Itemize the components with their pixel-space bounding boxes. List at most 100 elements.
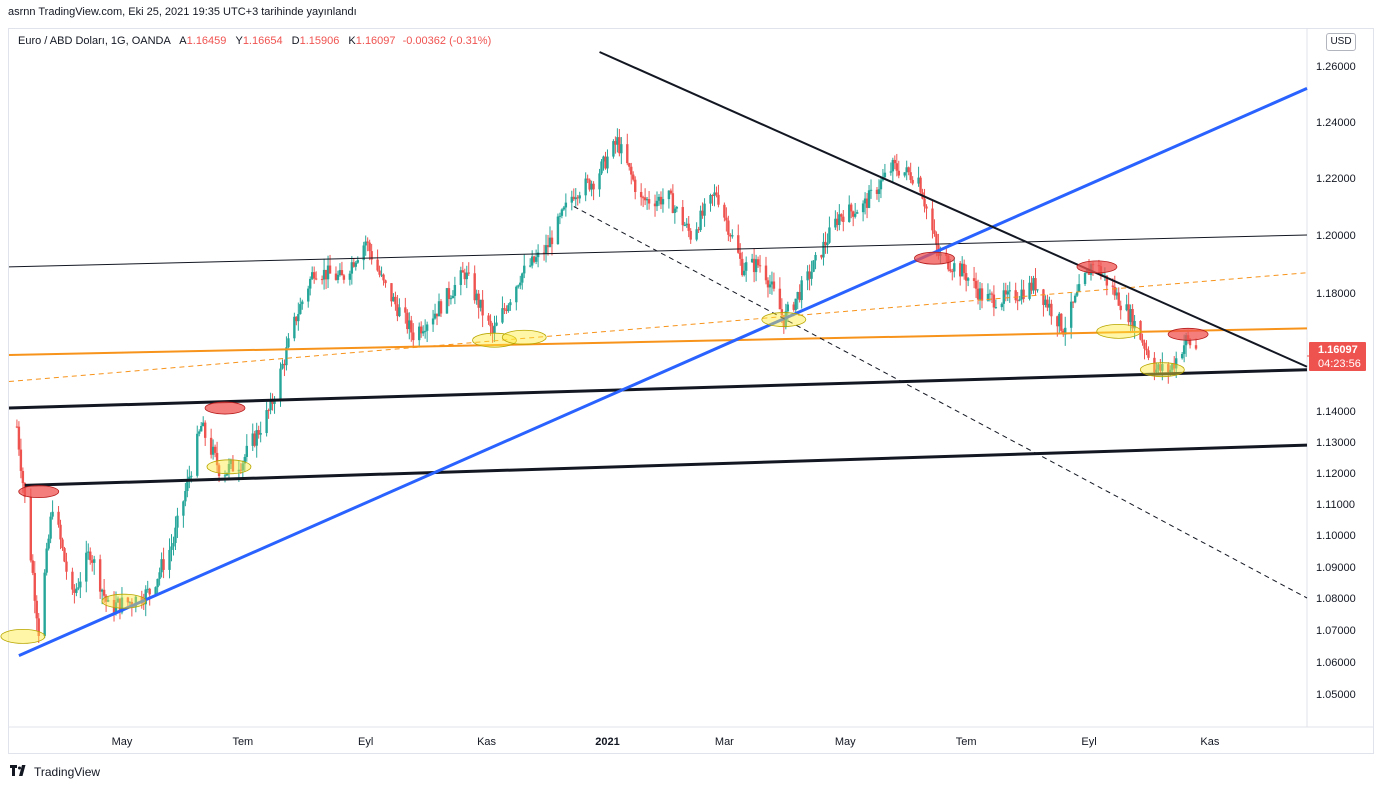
candle-body <box>73 589 76 593</box>
candle-body <box>974 280 978 289</box>
x-tick-label: Kas <box>1200 736 1219 748</box>
candle-body <box>911 179 914 184</box>
candle-body <box>144 589 147 605</box>
blue-uptrend[interactable] <box>18 87 1308 657</box>
close-value: 1.16097 <box>355 35 396 47</box>
chart-frame[interactable] <box>8 28 1374 754</box>
candle-body <box>659 196 663 205</box>
candle-body <box>439 301 443 314</box>
support-highlight-ellipse[interactable] <box>206 459 252 475</box>
candle-body <box>419 326 423 334</box>
candle-body <box>209 437 213 455</box>
candle-body <box>949 269 952 272</box>
candle-body <box>600 161 603 174</box>
candle-body <box>739 252 742 259</box>
candle-body <box>842 216 845 222</box>
candle-body <box>1182 345 1186 354</box>
candle-body <box>259 433 262 435</box>
candle-body <box>1002 290 1006 304</box>
resistance-highlight-ellipse[interactable] <box>914 251 955 265</box>
orange-channel-line[interactable] <box>8 327 1308 356</box>
candle-body <box>366 241 369 243</box>
candle-body <box>1000 303 1004 308</box>
candle-body <box>198 431 201 434</box>
candle-body <box>45 548 48 573</box>
candle-body <box>744 262 748 271</box>
symbol-label[interactable]: Euro / ABD Doları, 1G, OANDA <box>18 35 171 47</box>
candle-body <box>1006 291 1009 295</box>
candle-body <box>128 601 132 603</box>
candle-body <box>475 293 478 301</box>
orange-dashed-line[interactable] <box>8 272 1308 382</box>
candle-body <box>848 204 851 222</box>
support-highlight-ellipse[interactable] <box>0 629 46 644</box>
candle-body <box>245 445 249 457</box>
candle-body <box>994 307 998 309</box>
candle-body <box>1060 313 1063 331</box>
candle-body <box>737 235 740 253</box>
candle-body <box>661 199 665 205</box>
candle-body <box>754 259 758 273</box>
candle-body <box>378 270 381 275</box>
candle-body <box>501 308 504 323</box>
black-dashed-down[interactable] <box>573 206 1308 599</box>
support-highlight-ellipse[interactable] <box>101 593 147 609</box>
candle-body <box>1113 286 1116 296</box>
candle-body <box>503 308 506 310</box>
candle-body <box>1073 295 1077 303</box>
candle-body <box>960 263 964 277</box>
candle-body <box>1030 282 1033 291</box>
candle-body <box>120 597 124 613</box>
candle-body <box>348 273 352 280</box>
candle-body <box>752 258 756 273</box>
candle-body <box>239 469 243 471</box>
candle-body <box>368 242 371 252</box>
black-support-2[interactable] <box>24 443 1308 487</box>
candle-body <box>729 234 732 237</box>
candle-body <box>1004 290 1007 295</box>
currency-button[interactable]: USD <box>1326 33 1356 51</box>
candle-body <box>548 237 552 248</box>
candle-body <box>616 137 619 145</box>
candle-body <box>281 363 284 369</box>
candle-body <box>116 598 120 603</box>
resistance-highlight-ellipse[interactable] <box>1167 327 1209 341</box>
candle-body <box>301 301 304 305</box>
support-highlight-ellipse[interactable] <box>501 329 547 345</box>
tradingview-brand-label[interactable]: TradingView <box>34 765 101 779</box>
candle-body <box>891 159 895 172</box>
candle-body <box>618 137 621 154</box>
candle-body <box>126 597 130 603</box>
support-highlight-ellipse[interactable] <box>472 332 517 348</box>
candle-body <box>1153 357 1156 373</box>
candle-body <box>491 326 494 334</box>
candle-body <box>299 304 302 315</box>
candle-body <box>725 217 728 221</box>
change-value: -0.00362 (-0.31%) <box>402 35 492 47</box>
candle-body <box>505 309 508 312</box>
support-highlight-ellipse[interactable] <box>1096 323 1142 339</box>
candle-body <box>1058 313 1061 327</box>
candle-body <box>364 241 367 246</box>
candles-group <box>15 128 1198 644</box>
close-label: K <box>348 35 356 47</box>
resistance-highlight-ellipse[interactable] <box>204 401 246 415</box>
candle-body <box>855 212 859 214</box>
candle-body <box>657 196 661 201</box>
candle-body <box>487 315 490 321</box>
black-trendline-top-left[interactable] <box>8 234 1308 268</box>
candle-body <box>437 301 441 317</box>
black-downtrend[interactable] <box>599 51 1308 368</box>
candle-body <box>641 197 645 199</box>
candle-body <box>1077 284 1081 292</box>
candle-body <box>1180 353 1184 359</box>
tradingview-logo-icon[interactable] <box>10 765 30 779</box>
resistance-highlight-ellipse[interactable] <box>18 485 60 499</box>
support-highlight-ellipse[interactable] <box>1139 362 1185 378</box>
candle-body <box>639 191 643 198</box>
candle-body <box>756 259 760 266</box>
resistance-highlight-ellipse[interactable] <box>1076 260 1118 274</box>
x-tick-label: Tem <box>956 736 977 748</box>
support-highlight-ellipse[interactable] <box>761 312 807 327</box>
